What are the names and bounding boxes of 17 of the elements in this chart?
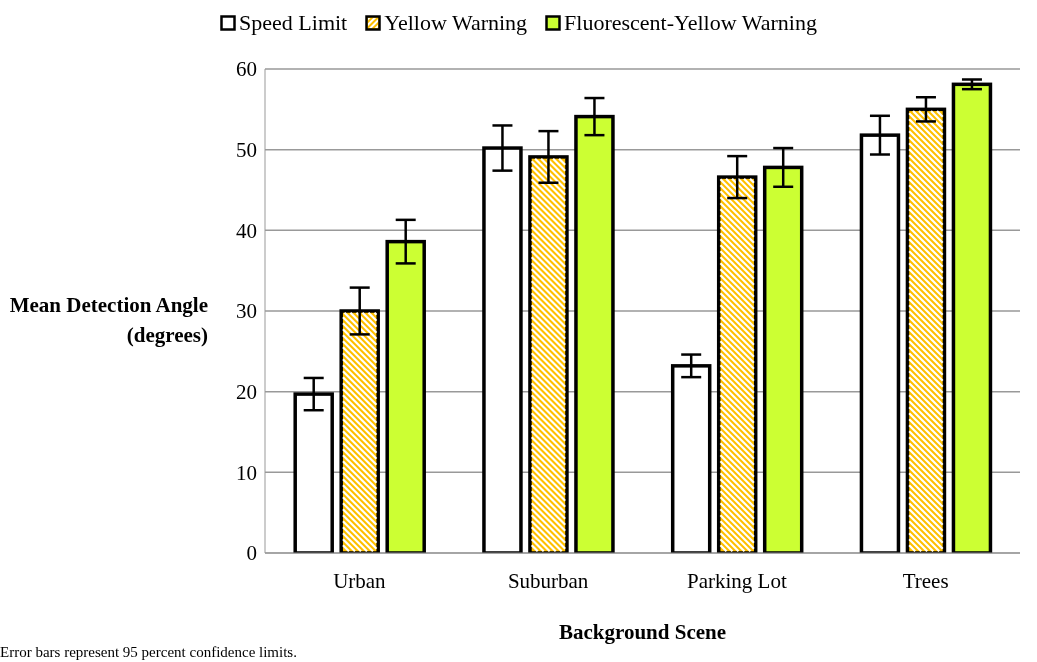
x-tick-label: Trees: [902, 568, 949, 593]
x-axis-title: Background Scene: [557, 620, 728, 645]
x-tick-label: Urban: [333, 568, 387, 593]
y-tick-label: 50: [236, 138, 257, 163]
x-tick-label: Suburban: [507, 568, 589, 593]
y-tick-label: 30: [236, 299, 257, 324]
y-tick-label: 40: [236, 218, 257, 243]
legend-label: Yellow Warning: [384, 10, 528, 36]
x-tick-label: Parking Lot: [687, 568, 787, 593]
y-axis-title: Mean Detection Angle (degrees): [8, 292, 208, 349]
text: Error bars represent 95 percent confidence limits.: [0, 644, 297, 661]
y-tick-label: 0: [246, 541, 257, 566]
legend-label: Speed Limit: [239, 10, 348, 36]
y-tick-label: 20: [236, 380, 257, 405]
legend-label: Fluorescent-Yellow Warning: [564, 10, 817, 36]
y-tick-label: 60: [236, 57, 257, 82]
y-tick-label: 10: [236, 460, 257, 485]
